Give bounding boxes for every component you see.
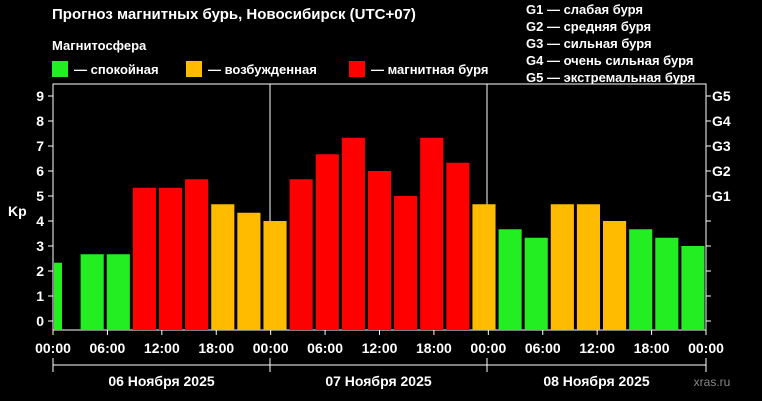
x-tick-label-2: 12:00 [144, 340, 180, 356]
x-tick-label-0: 00:00 [35, 340, 71, 356]
bar-3 [132, 187, 156, 330]
x-tick-label-11: 18:00 [634, 340, 670, 356]
bar-19 [550, 204, 574, 330]
bar-9 [289, 179, 313, 330]
bar-0 [54, 262, 62, 330]
bar-14 [420, 137, 444, 330]
bar-4 [158, 187, 183, 330]
bar-10 [315, 154, 339, 330]
legend-title: Магнитосфера [52, 38, 147, 53]
x-tick-label-5: 06:00 [307, 340, 343, 356]
y-tick-label-9: 9 [36, 88, 44, 104]
bar-7 [237, 212, 261, 330]
bar-5 [185, 179, 209, 330]
bar-1 [80, 254, 104, 330]
g-scale-item-1: G1 — слабая буря [526, 2, 643, 17]
bar-23 [655, 237, 679, 330]
bar-11 [341, 137, 365, 330]
x-tick-label-10: 12:00 [579, 340, 615, 356]
watermark: xras.ru [694, 375, 731, 389]
g-scale-item-2: G2 — средняя буря [526, 19, 651, 34]
bar-8 [263, 221, 287, 330]
g-level-label-G5: G5 [712, 88, 731, 104]
g-scale-item-3: G3 — сильная буря [526, 36, 652, 51]
g-scale-item-5: G5 — экстремальная буря [526, 70, 695, 85]
y-tick-label-3: 3 [36, 238, 44, 254]
x-tick-label-3: 18:00 [198, 340, 234, 356]
g-scale-list: G1 — слабая буря G2 — средняя буря G3 — си… [526, 2, 695, 85]
y-tick-label-5: 5 [36, 188, 44, 204]
legend-label-0: — спокойная [74, 62, 159, 77]
legend-label-2: — магнитная буря [371, 62, 488, 77]
bar-18 [524, 237, 548, 330]
x-tick-label-4: 00:00 [253, 340, 289, 356]
y-tick-label-6: 6 [36, 163, 44, 179]
g-level-label-G2: G2 [712, 163, 731, 179]
day-label-0: 06 Ноября 2025 [108, 373, 215, 389]
y-tick-label-7: 7 [36, 138, 44, 154]
bar-6 [211, 204, 235, 330]
bar-13 [394, 196, 418, 330]
x-tick-label-8: 00:00 [470, 340, 506, 356]
legend: — спокойная — возбужденная — магнитная бур… [52, 61, 488, 77]
g-scale-item-4: G4 — очень сильная буря [526, 53, 693, 68]
day-label-1: 07 Ноября 2025 [325, 373, 432, 389]
y-tick-label-2: 2 [36, 263, 44, 279]
legend-swatch-2 [349, 61, 365, 77]
x-tick-label-12: 00:00 [688, 340, 724, 356]
x-tick-label-1: 06:00 [90, 340, 126, 356]
legend-swatch-0 [52, 61, 68, 77]
g-level-label-G1: G1 [712, 188, 731, 204]
chart-title: Прогноз магнитных бурь, Новосибирск (UTC… [52, 6, 416, 23]
y-tick-label-4: 4 [36, 213, 44, 229]
y-tick-label-1: 1 [36, 288, 44, 304]
x-tick-label-7: 18:00 [416, 340, 452, 356]
bar-16 [472, 204, 496, 330]
x-tick-label-9: 06:00 [525, 340, 561, 356]
bar-17 [498, 229, 522, 330]
x-tick-label-6: 12:00 [362, 340, 398, 356]
legend-label-1: — возбужденная [208, 62, 317, 77]
bar-24 [681, 246, 705, 330]
day-label-2: 08 Ноября 2025 [543, 373, 650, 389]
bar-12 [367, 171, 392, 330]
y-axis-label: Kp [8, 203, 27, 219]
legend-swatch-1 [186, 61, 202, 77]
g-level-label-G4: G4 [712, 113, 731, 129]
bar-15 [446, 162, 470, 330]
y-tick-label-8: 8 [36, 113, 44, 129]
y-tick-label-0: 0 [36, 313, 44, 329]
g-level-label-G3: G3 [712, 138, 731, 154]
bar-20 [576, 204, 601, 330]
axes: 0 1 2 3 4 5 6 7 8 9 G1 G2 G3 G4 G5 00:00 06:00 12:00 18:00… [35, 88, 731, 389]
bar-2 [106, 254, 130, 330]
bars [54, 137, 705, 330]
bar-21 [603, 221, 627, 330]
bar-22 [629, 229, 653, 330]
